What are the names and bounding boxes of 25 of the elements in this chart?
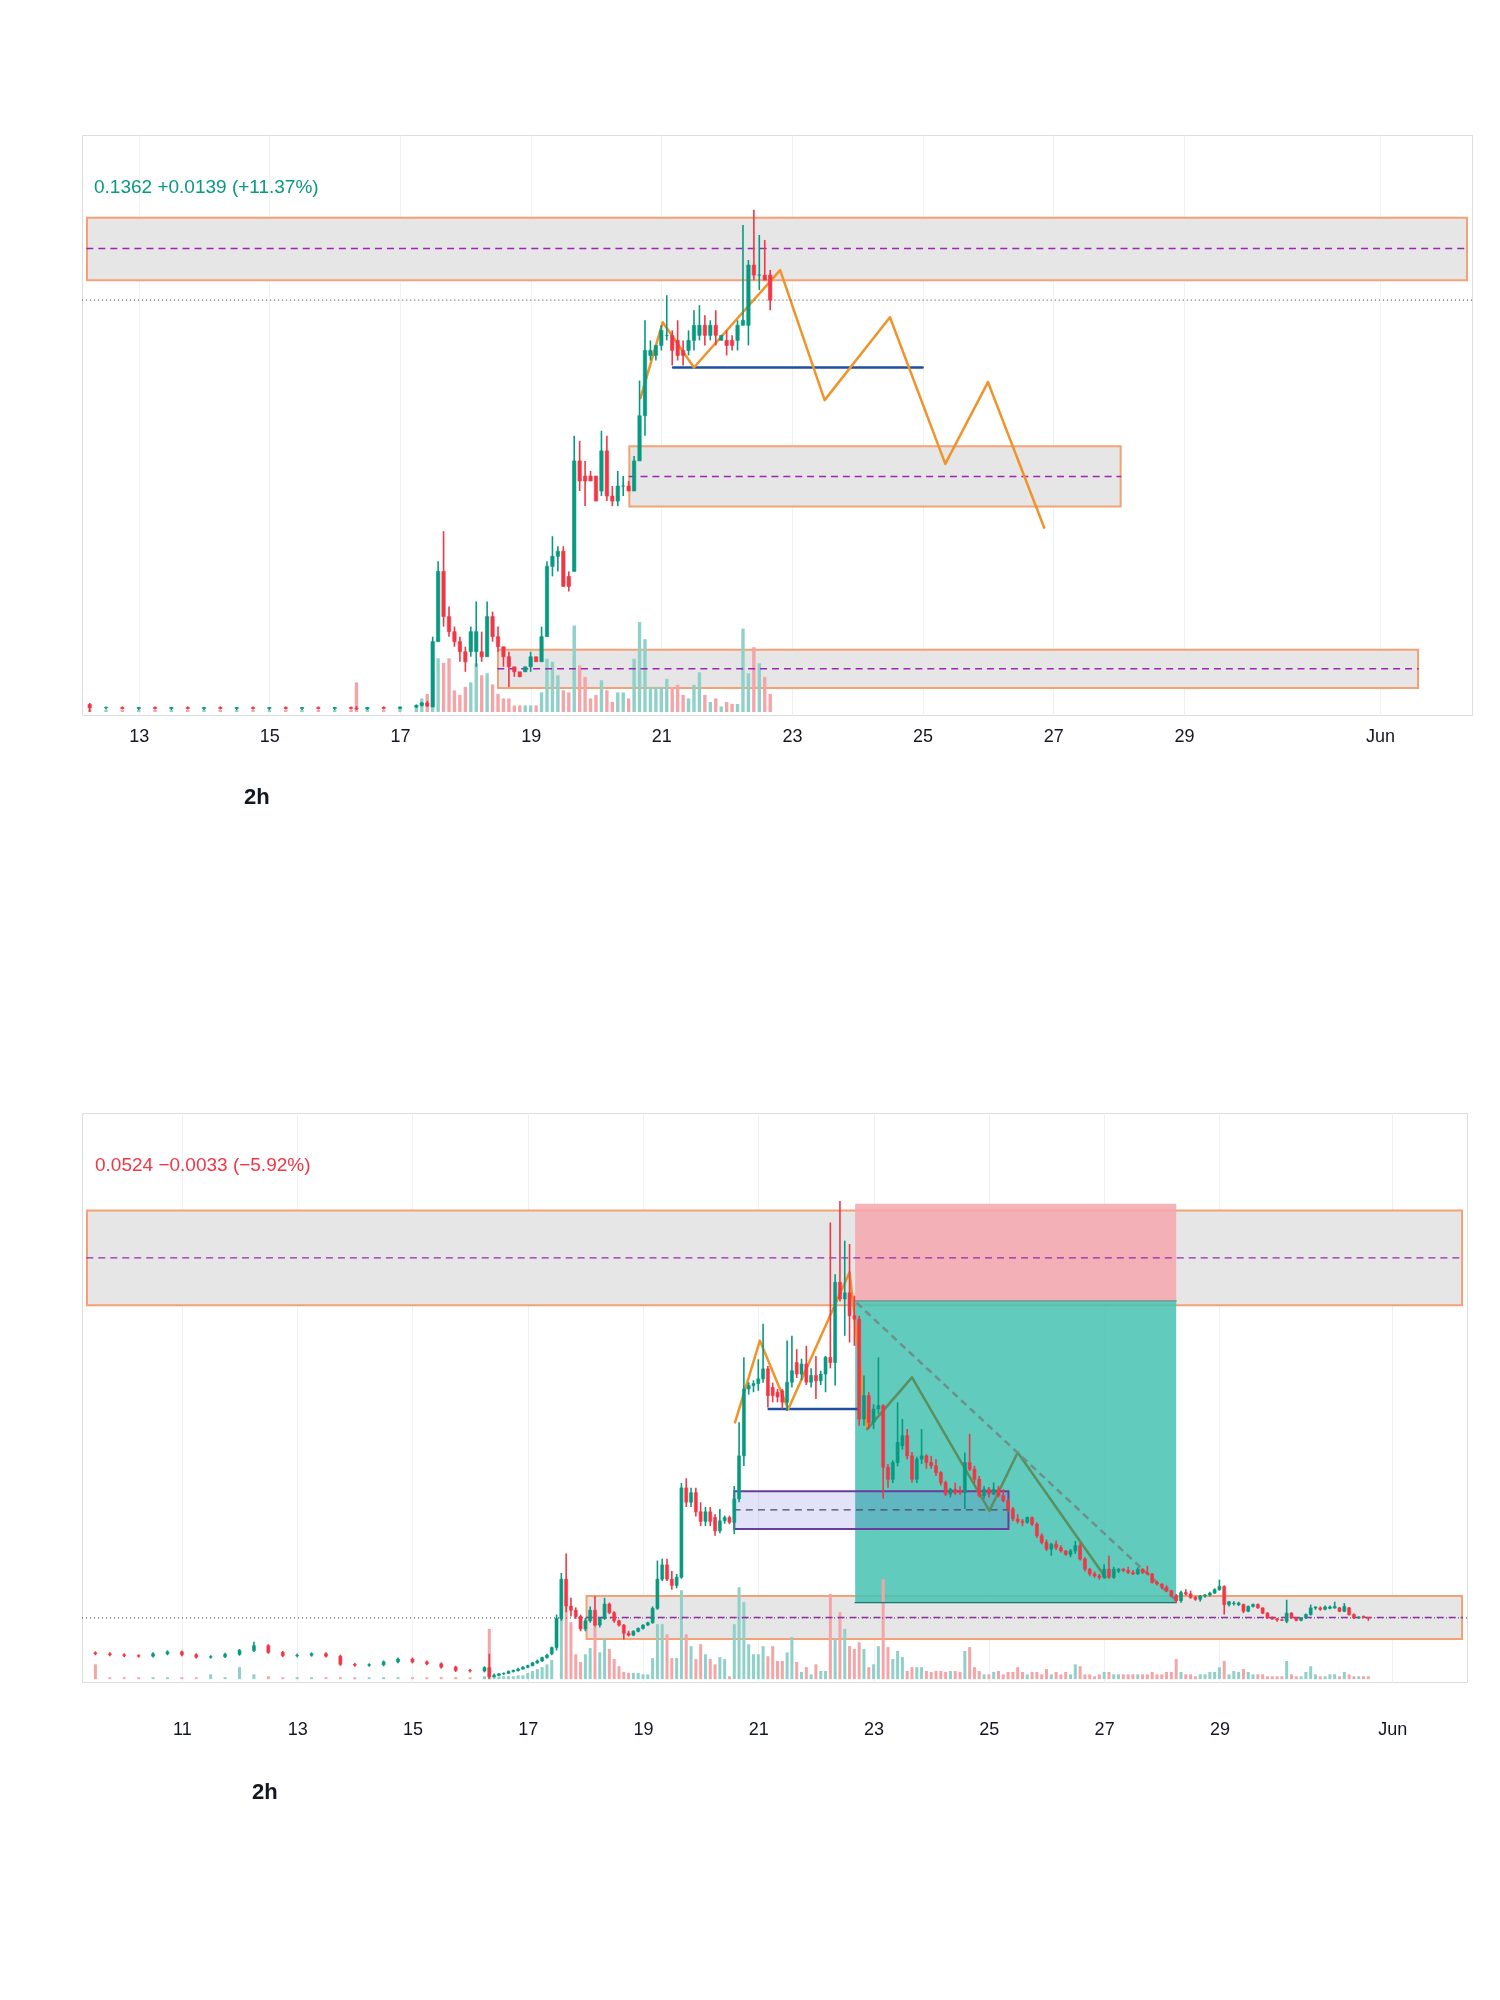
- x-tick-label: 15: [259, 725, 280, 746]
- x-tick-label: 11: [173, 1718, 192, 1739]
- x-tick-label: 25: [979, 1718, 1000, 1739]
- x-tick-label: 13: [129, 725, 150, 746]
- x-tick-label: 25: [913, 725, 934, 746]
- text: 2h: [244, 784, 270, 809]
- text: 0.1362 +0.0139 (+11.37%): [94, 176, 319, 197]
- x-tick-label: 19: [633, 1718, 654, 1739]
- x-tick-label: Jun: [1365, 725, 1395, 746]
- x-tick-label: 29: [1174, 725, 1195, 746]
- x-tick-label: 19: [521, 725, 542, 746]
- x-tick-label: 23: [864, 1718, 885, 1739]
- x-tick-label: 27: [1094, 1718, 1115, 1739]
- x-tick-label: 23: [782, 725, 803, 746]
- x-tick-label: 27: [1043, 725, 1064, 746]
- text: 2h: [252, 1779, 278, 1804]
- x-tick-label: Jun: [1378, 1718, 1408, 1739]
- x-tick-label: 21: [748, 1718, 769, 1739]
- x-tick-label: 17: [518, 1718, 539, 1739]
- x-tick-label: 13: [287, 1718, 308, 1739]
- x-tick-label: 21: [651, 725, 672, 746]
- x-tick-label: 17: [390, 725, 411, 746]
- x-tick-label: 29: [1209, 1718, 1230, 1739]
- x-tick-label: 15: [402, 1718, 423, 1739]
- text: 0.0524 −0.0033 (−5.92%): [95, 1154, 311, 1175]
